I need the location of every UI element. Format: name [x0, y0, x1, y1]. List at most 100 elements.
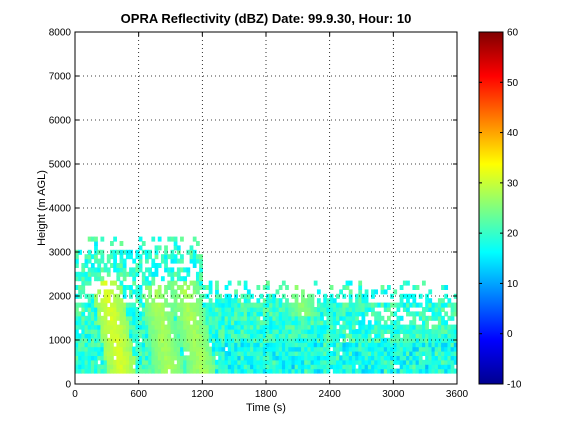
- heatmap-cell: [243, 346, 248, 352]
- heatmap-cell: [266, 359, 270, 365]
- heatmap-cell: [374, 355, 379, 361]
- heatmap-cell: [138, 298, 143, 304]
- heatmap-cell: [240, 311, 245, 317]
- heatmap-cell: [402, 302, 407, 308]
- heatmap-cell: [183, 329, 188, 334]
- heatmap-cell: [262, 285, 267, 290]
- heatmap-cell: [180, 289, 184, 295]
- heatmap-cell: [183, 324, 188, 330]
- heatmap-cell: [78, 285, 82, 290]
- heatmap-cell: [180, 285, 184, 290]
- heatmap-cell: [94, 342, 98, 348]
- heatmap-cell: [421, 315, 426, 321]
- heatmap-cell: [116, 263, 121, 268]
- heatmap-cell: [132, 307, 137, 312]
- heatmap-cell: [113, 302, 117, 308]
- heatmap-cell: [176, 359, 181, 365]
- heatmap-cell: [234, 359, 238, 365]
- heatmap-cell: [164, 364, 168, 370]
- heatmap-cell: [199, 293, 203, 299]
- heatmap-cell: [173, 346, 178, 352]
- heatmap-cell: [173, 368, 178, 374]
- heatmap-cell: [221, 364, 226, 370]
- heatmap-cell: [313, 324, 318, 330]
- heatmap-cell: [425, 359, 429, 365]
- heatmap-cell: [192, 324, 197, 330]
- heatmap-cell: [444, 285, 449, 290]
- heatmap-cell: [320, 337, 324, 343]
- heatmap-cell: [75, 315, 79, 321]
- heatmap-cell: [402, 329, 407, 334]
- heatmap-cell: [428, 315, 433, 321]
- heatmap-cell: [342, 342, 347, 348]
- heatmap-cell: [94, 346, 98, 352]
- heatmap-cell: [428, 346, 433, 352]
- heatmap-cell: [316, 329, 321, 334]
- heatmap-cell: [434, 337, 439, 343]
- heatmap-cell: [215, 298, 219, 304]
- heatmap-cell: [106, 267, 111, 273]
- heatmap-cell: [301, 364, 305, 370]
- heatmap-cell: [304, 342, 308, 348]
- heatmap-cell: [444, 346, 449, 352]
- heatmap-cell: [418, 337, 423, 343]
- heatmap-cell: [332, 298, 337, 304]
- heatmap-cell: [141, 280, 146, 286]
- heatmap-cell: [122, 311, 127, 317]
- heatmap-cell: [230, 364, 235, 370]
- heatmap-cell: [227, 333, 232, 339]
- heatmap-cell: [145, 355, 149, 361]
- heatmap-cell: [450, 333, 455, 339]
- heatmap-cell: [447, 298, 452, 304]
- heatmap-cell: [415, 302, 420, 308]
- heatmap-cell: [294, 285, 299, 290]
- heatmap-cell: [157, 315, 162, 321]
- heatmap-cell: [234, 315, 238, 321]
- heatmap-cell: [173, 333, 178, 339]
- heatmap-cell: [132, 329, 137, 334]
- heatmap-cell: [345, 307, 350, 312]
- heatmap-cell: [281, 346, 286, 352]
- heatmap-cell: [307, 351, 312, 356]
- heatmap-cell: [195, 302, 200, 308]
- heatmap-cell: [129, 351, 133, 356]
- heatmap-cell: [135, 311, 140, 317]
- heatmap-cell: [227, 364, 232, 370]
- heatmap-cell: [97, 311, 102, 317]
- heatmap-cell: [81, 311, 86, 317]
- heatmap-cell: [418, 324, 423, 330]
- heatmap-cell: [402, 364, 407, 370]
- heatmap-cell: [208, 307, 213, 312]
- heatmap-cell: [94, 258, 98, 264]
- heatmap-cell: [447, 315, 452, 321]
- heatmap-cell: [348, 293, 353, 299]
- heatmap-cell: [205, 342, 210, 348]
- heatmap-cell: [208, 315, 213, 321]
- heatmap-cell: [90, 368, 95, 374]
- heatmap-cell: [425, 346, 429, 352]
- heatmap-cell: [304, 337, 308, 343]
- heatmap-cell: [285, 342, 289, 348]
- heatmap-cell: [418, 368, 423, 374]
- heatmap-cell: [173, 258, 178, 264]
- heatmap-cell: [164, 355, 168, 361]
- heatmap-cell: [160, 276, 165, 282]
- heatmap-cell: [259, 324, 264, 330]
- heatmap-cell: [412, 364, 417, 370]
- heatmap-cell: [377, 355, 382, 361]
- heatmap-cell: [361, 298, 366, 304]
- heatmap-cell: [380, 324, 385, 330]
- heatmap-cell: [81, 320, 86, 326]
- heatmap-cell: [434, 342, 439, 348]
- heatmap-cell: [110, 241, 114, 246]
- heatmap-cell: [211, 311, 216, 317]
- heatmap-cell: [195, 254, 200, 260]
- heatmap-cell: [170, 320, 175, 326]
- heatmap-cell: [304, 315, 308, 321]
- heatmap-cell: [135, 333, 140, 339]
- heatmap-cell: [307, 302, 312, 308]
- heatmap-cell: [94, 359, 98, 365]
- heatmap-cell: [94, 236, 98, 242]
- heatmap-cell: [230, 329, 235, 334]
- heatmap-cell: [97, 346, 102, 352]
